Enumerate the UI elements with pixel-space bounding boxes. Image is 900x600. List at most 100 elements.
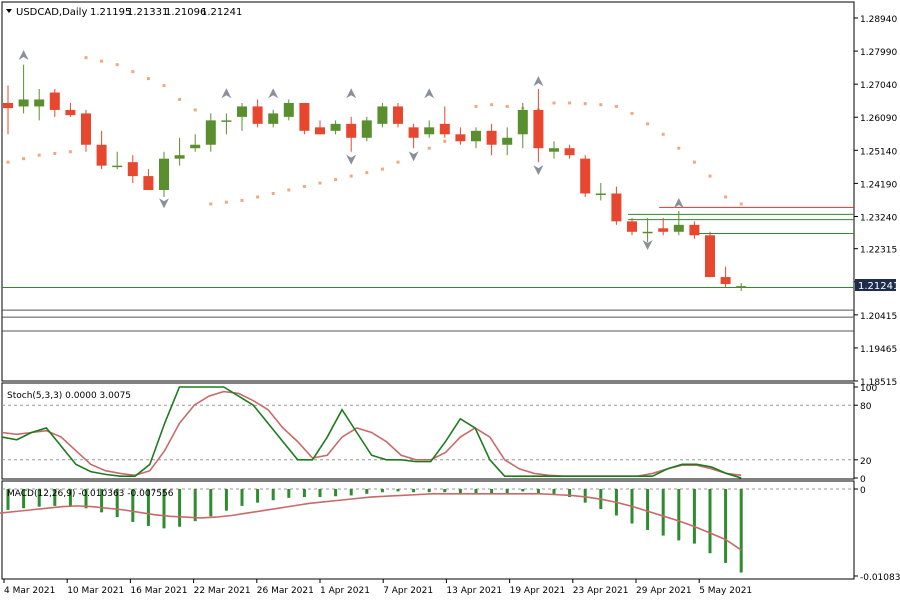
candle-body: [580, 158, 591, 194]
candle-body: [18, 99, 29, 107]
candle-body: [471, 130, 481, 142]
candle-body: [174, 155, 185, 159]
psar-dot: [505, 104, 509, 108]
x-tick-label: 7 Apr 2021: [383, 586, 433, 596]
price-tick-label: 1.19465: [860, 345, 897, 355]
macd-hist-bar: [458, 489, 462, 494]
candle-body: [96, 144, 107, 166]
fractal-down-icon: [642, 239, 653, 250]
candle-body: [205, 120, 216, 145]
candle-body: [517, 109, 528, 135]
psar-dot: [287, 188, 291, 192]
candle-body: [673, 224, 684, 232]
psar-dot: [692, 160, 696, 164]
axes: 1.28940 1.27990 1.27040 1.26090 1.25140 1.241…: [3, 15, 900, 596]
candle-body: [439, 123, 450, 135]
psar-dot: [568, 101, 572, 105]
psar-dot: [115, 63, 119, 67]
price-tick-label: 1.26090: [860, 114, 897, 124]
x-tick-label: 5 May 2021: [699, 586, 752, 596]
x-tick-label: 29 Apr 2021: [636, 586, 692, 596]
macd-hist-bar: [146, 489, 150, 526]
macd-hist-bar: [396, 489, 400, 492]
macd-hist-bar: [443, 489, 447, 493]
candle-body: [268, 113, 279, 124]
psar-dot: [708, 174, 712, 178]
candle-body: [627, 221, 637, 232]
stoch-label: Stoch(5,3,3) 0.0000 3.0075: [7, 391, 131, 401]
price-tag: 1.21241: [855, 279, 899, 292]
candle-body: [112, 165, 123, 168]
psar-dot: [68, 150, 72, 154]
macd-hist-bar: [209, 489, 213, 517]
psar-dot: [661, 132, 665, 136]
candle-body: [564, 148, 575, 156]
candle-body: [658, 228, 669, 232]
candle-body: [221, 120, 232, 122]
fractal-up-icon: [18, 49, 29, 60]
psar-dot: [334, 178, 338, 182]
psar-dot: [724, 195, 728, 199]
x-tick-label: 13 Apr 2021: [446, 586, 502, 596]
macd-hist-bar: [100, 489, 104, 513]
psar-dot: [677, 146, 681, 150]
macd-hist-bar: [53, 489, 57, 506]
macd-hist-bar: [568, 489, 572, 498]
psar-dot: [443, 139, 447, 143]
price-tick-label: 1.24190: [860, 180, 897, 190]
ohlc-high: 1.21331: [127, 7, 168, 18]
x-tick-label: 1 Apr 2021: [320, 586, 370, 596]
price-series: [2, 49, 854, 332]
candle-body: [159, 158, 169, 191]
macd-hist-bar: [84, 489, 88, 509]
psar-dot: [302, 185, 306, 189]
stoch-pane-frame: [1, 382, 855, 480]
stoch-series: [1, 386, 854, 479]
fractal-down-icon: [159, 198, 169, 209]
macd-hist-bar: [193, 489, 197, 522]
psar-dot: [100, 59, 104, 63]
candle-body: [705, 235, 715, 278]
candle-body: [361, 120, 372, 138]
macd-hist-bar: [677, 489, 681, 541]
candle-body: [346, 123, 357, 138]
triangle-down-icon[interactable]: [6, 9, 12, 13]
ohlc-low: 1.21096: [165, 7, 206, 18]
macd-hist-bar: [240, 489, 244, 506]
psar-dot: [84, 56, 88, 60]
x-tick-label: 16 Mar 2021: [130, 586, 187, 596]
candle-body: [299, 102, 310, 131]
macd-hist-bar: [349, 489, 353, 496]
fractal-up-icon: [533, 76, 544, 87]
stoch-tick-label: 80: [860, 402, 872, 412]
candle-body: [3, 102, 13, 109]
candle-body: [143, 176, 154, 191]
psar-dot: [37, 153, 41, 157]
macd-hist-bar: [427, 489, 431, 493]
stoch-tick-label: 20: [860, 457, 872, 467]
fractal-down-icon: [533, 165, 544, 176]
psar-dot: [22, 157, 26, 161]
macd-hist-bar: [68, 489, 72, 506]
macd-hist-bar: [271, 489, 275, 501]
candle-body: [595, 193, 606, 195]
fractal-up-icon: [221, 88, 232, 99]
fractal-down-icon: [346, 154, 357, 165]
psar-dot: [193, 108, 197, 112]
candle-body: [642, 231, 653, 234]
macd-hist-bar: [302, 489, 306, 498]
candle-body: [330, 123, 341, 131]
psar-dot: [490, 103, 494, 107]
candle-body: [237, 106, 247, 117]
candle-body: [689, 224, 700, 236]
psar-dot: [474, 104, 478, 108]
psar-dot: [646, 122, 650, 126]
macd-hist-bar: [552, 489, 556, 495]
macd-hist-bar: [6, 489, 10, 510]
price-tick-label: 1.23240: [860, 213, 897, 223]
macd-hist-bar: [661, 489, 665, 536]
fractal-up-icon: [424, 88, 435, 99]
candle-body: [81, 113, 91, 145]
psar-dot: [256, 195, 260, 199]
